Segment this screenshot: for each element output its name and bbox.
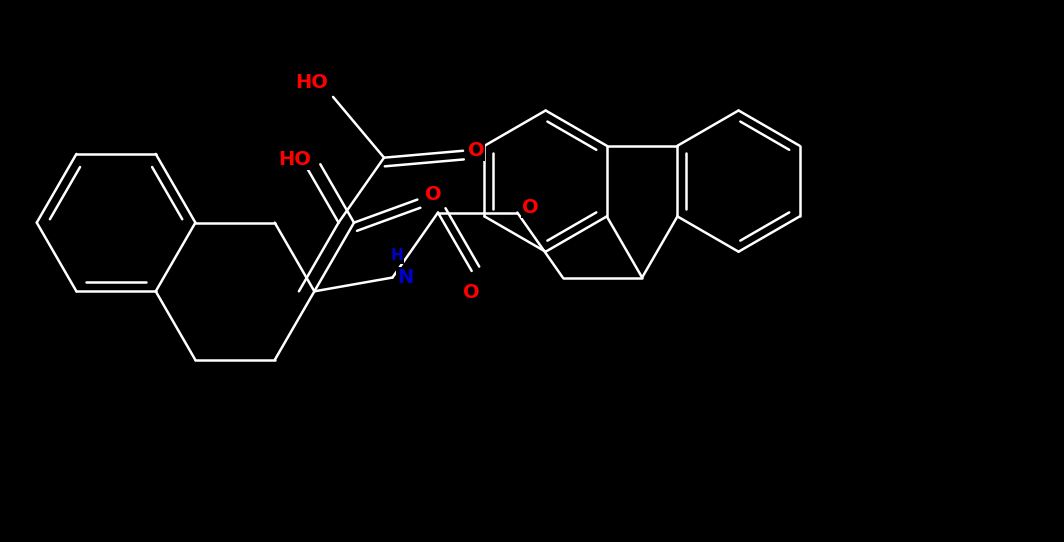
- Text: HO: HO: [296, 73, 328, 92]
- Text: H: H: [390, 248, 403, 263]
- Text: N: N: [397, 268, 414, 287]
- Text: HO: HO: [278, 150, 311, 169]
- Text: O: O: [522, 198, 538, 217]
- Text: O: O: [468, 141, 484, 160]
- Text: O: O: [463, 282, 480, 301]
- Text: O: O: [426, 185, 442, 204]
